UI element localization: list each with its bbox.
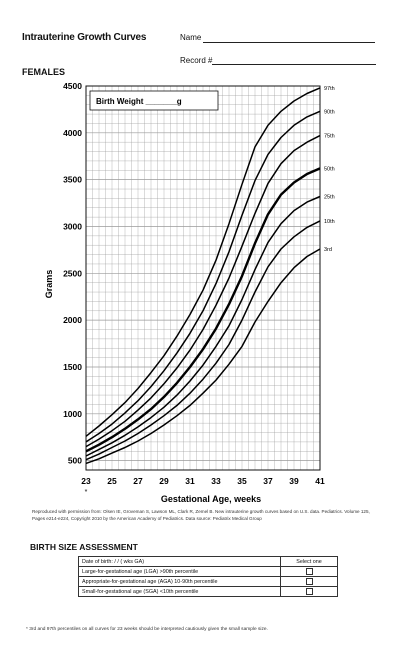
name-field[interactable] [203,42,375,43]
series-label-75th: 75th [324,134,335,140]
series-label-3rd: 3rd [324,247,332,253]
x-tick-label: 35 [237,476,247,486]
y-tick-label: 4000 [63,128,82,138]
plot-frame [85,85,321,471]
x-tick-note: * [85,489,88,496]
series-line-90th [85,110,321,443]
birth-weight-box [89,90,219,111]
footnote: * 3rd and 97th percentiles on all curves… [26,627,268,632]
y-tick-label: 2000 [63,315,82,325]
lga-label: Large-for-gestational age (LGA) >90th pe… [78,566,281,577]
series-label-97th: 97th [324,86,335,92]
assessment-table: Date of birth: / / ( wks GA) Select one … [78,556,338,597]
select-header: Select one [280,556,338,567]
series-line-10th [85,220,321,461]
x-tick-label: 25 [107,476,117,486]
page-title: Intrauterine Growth Curves [22,32,147,43]
section-label: FEMALES [22,67,66,77]
name-label: Name [180,33,202,42]
x-tick-label: 27 [133,476,143,486]
aga-checkbox[interactable] [305,578,313,585]
y-tick-label: 2500 [63,268,82,278]
series-line-3rd [85,248,321,465]
series-label-50th: 50th [324,166,335,172]
series-label-90th: 90th [324,109,335,115]
series-line-25th [85,195,321,457]
sga-checkbox[interactable] [305,588,313,595]
source-note: Reproduced with permission from: Olsen I… [32,509,370,521]
x-tick-label: 37 [263,476,273,486]
record-label: Record # [180,56,213,65]
x-axis-label: Gestational Age, weeks [161,494,261,504]
series-line-75th [85,134,321,448]
x-tick-label: 39 [289,476,299,486]
aga-label: Appropriate-for-gestational age (AGA) 10… [78,576,281,587]
record-field[interactable] [212,64,376,65]
series-line-50th [85,167,321,453]
sga-label: Small-for-gestational age (SGA) <10th pe… [78,586,281,597]
x-tick-label: 23 [81,476,91,486]
series-line-97th [85,87,321,437]
series-label-25th: 25th [324,195,335,201]
x-tick-label: 29 [159,476,169,486]
x-tick-label: 41 [315,476,325,486]
y-tick-label: 1500 [63,362,82,372]
y-tick-label: 3000 [63,221,82,231]
assessment-title: BIRTH SIZE ASSESSMENT [30,542,138,552]
y-tick-label: 1000 [63,409,82,419]
series-label-10th: 10th [324,219,335,225]
birth-weight-label: Birth Weight _______g [96,97,182,106]
x-tick-label: 33 [211,476,221,486]
lga-checkbox[interactable] [305,568,313,575]
y-axis-label: Grams [44,270,54,299]
y-tick-label: 3500 [63,175,82,185]
y-tick-label: 4500 [63,81,82,91]
y-tick-label: 500 [68,456,82,466]
dob-label[interactable]: Date of birth: / / ( wks GA) [78,556,281,567]
x-tick-label: 31 [185,476,195,486]
